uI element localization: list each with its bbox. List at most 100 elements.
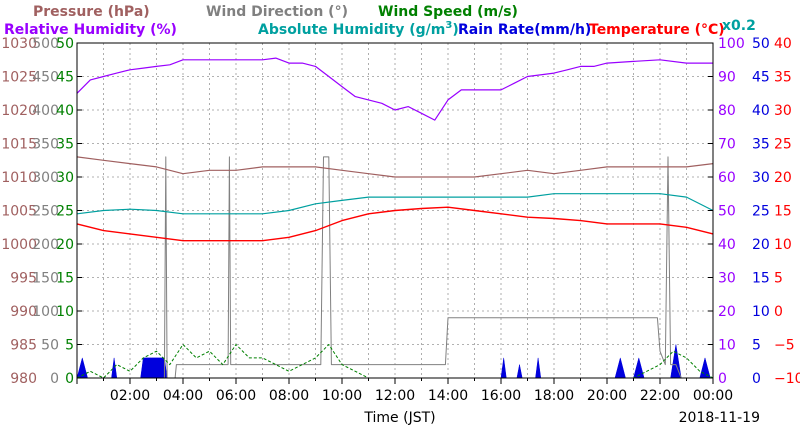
y-tick-label-wind-speed: 40 bbox=[56, 103, 74, 119]
x-tick-label: 02:00 bbox=[110, 388, 150, 404]
y-tick-label-temperature: 0 bbox=[774, 304, 783, 320]
grid bbox=[77, 43, 713, 378]
y-tick-label-rain-rate: 15 bbox=[752, 271, 770, 287]
legend-x02-text: x0.2 bbox=[722, 18, 756, 34]
y-tick-label-temperature: 30 bbox=[774, 103, 792, 119]
legend-absolute-humidity-sup: 3 bbox=[445, 20, 452, 31]
y-tick-label-rain-rate: 25 bbox=[752, 204, 770, 220]
x-tick-label: 22:00 bbox=[640, 388, 680, 404]
legend-relative-humidity-text: Relative Humidity (%) bbox=[4, 22, 177, 38]
y-tick-label-pressure: 1030 bbox=[1, 36, 37, 52]
legend-absolute-humidity-close: ) bbox=[452, 22, 458, 38]
series-wind-speed bbox=[76, 344, 714, 379]
y-tick-label-pressure: 980 bbox=[10, 371, 37, 387]
legend-pressure: Pressure (hPa) bbox=[33, 4, 150, 20]
y-tick-label-temperature: 40 bbox=[774, 36, 792, 52]
y-tick-label-wind-direction: 500 bbox=[32, 36, 59, 52]
chart-date: 2018-11-19 bbox=[679, 410, 760, 426]
y-tick-label-wind-direction: 50 bbox=[41, 338, 59, 354]
y-tick-label-relative-humidity: 90 bbox=[718, 70, 736, 86]
y-tick-label-wind-speed: 0 bbox=[65, 371, 74, 387]
y-tick-label-relative-humidity: 100 bbox=[718, 36, 745, 52]
x-tick-label: 12:00 bbox=[375, 388, 415, 404]
series-relative-humidity bbox=[76, 57, 713, 121]
y-tick-label-relative-humidity: 20 bbox=[718, 304, 736, 320]
y-tick-label-rain-rate: 40 bbox=[752, 103, 770, 119]
y-tick-label-temperature: 15 bbox=[774, 204, 792, 220]
y-tick-label-wind-direction: 150 bbox=[32, 271, 59, 287]
y-tick-label-temperature: 20 bbox=[774, 170, 792, 186]
legend-wind-direction-text: Wind Direction (°) bbox=[206, 4, 348, 20]
y-tick-label-pressure: 985 bbox=[10, 338, 37, 354]
x-tick-label: 10:00 bbox=[322, 388, 362, 404]
x-tick-label: 04:00 bbox=[163, 388, 203, 404]
series-temperature bbox=[76, 206, 714, 242]
legend-absolute-humidity-text: Absolute Humidity (g/m bbox=[258, 22, 445, 38]
legend-relative-humidity: Relative Humidity (%) bbox=[4, 22, 177, 38]
y-tick-label-temperature: 5 bbox=[774, 271, 783, 287]
y-tick-label-wind-direction: 400 bbox=[32, 103, 59, 119]
y-tick-label-rain-rate: 50 bbox=[752, 36, 770, 52]
x-axis: 02:00 04:00 06:00 08:00 10:00 12:00 14:00 16:00… bbox=[76, 378, 733, 404]
series-absolute-humidity bbox=[76, 193, 714, 215]
y-axes: 1030102510201015101010051000995990985980… bbox=[1, 36, 800, 387]
y-tick-label-rain-rate: 30 bbox=[752, 170, 770, 186]
legend-rain-rate-text: Rain Rate(mm/h) bbox=[458, 22, 591, 38]
y-tick-label-temperature: 25 bbox=[774, 137, 792, 153]
y-tick-label-pressure: 1020 bbox=[1, 103, 37, 119]
y-tick-label-pressure: 1000 bbox=[1, 237, 37, 253]
y-tick-label-temperature: −5 bbox=[774, 338, 795, 354]
y-tick-label-wind-direction: 300 bbox=[32, 170, 59, 186]
y-tick-label-relative-humidity: 40 bbox=[718, 237, 736, 253]
legend-temperature-text: Temperature (°C) bbox=[589, 22, 725, 38]
y-tick-label-relative-humidity: 80 bbox=[718, 103, 736, 119]
y-tick-label-relative-humidity: 30 bbox=[718, 271, 736, 287]
y-tick-label-rain-rate: 45 bbox=[752, 70, 770, 86]
x-tick-label: 14:00 bbox=[428, 388, 468, 404]
y-tick-label-wind-speed: 5 bbox=[65, 338, 74, 354]
y-tick-label-wind-speed: 50 bbox=[56, 36, 74, 52]
x-axis-label: Time (JST) bbox=[363, 410, 435, 426]
y-tick-label-relative-humidity: 70 bbox=[718, 137, 736, 153]
y-tick-label-temperature: −10 bbox=[774, 371, 800, 387]
y-tick-label-pressure: 1025 bbox=[1, 70, 37, 86]
y-tick-label-rain-rate: 0 bbox=[752, 371, 761, 387]
y-tick-label-rain-rate: 20 bbox=[752, 237, 770, 253]
legend: Pressure (hPa) Wind Direction (°) Wind S… bbox=[4, 4, 756, 38]
y-tick-label-wind-speed: 30 bbox=[56, 170, 74, 186]
y-tick-label-relative-humidity: 10 bbox=[718, 338, 736, 354]
y-tick-label-wind-speed: 35 bbox=[56, 137, 74, 153]
y-tick-label-wind-speed: 20 bbox=[56, 237, 74, 253]
y-tick-label-temperature: 35 bbox=[774, 70, 792, 86]
y-tick-label-rain-rate: 5 bbox=[752, 338, 761, 354]
y-tick-label-relative-humidity: 0 bbox=[718, 371, 727, 387]
y-tick-label-wind-speed: 45 bbox=[56, 70, 74, 86]
legend-absolute-humidity: Absolute Humidity (g/m3) bbox=[258, 20, 459, 38]
y-tick-label-temperature: 10 bbox=[774, 237, 792, 253]
legend-wind-direction: Wind Direction (°) bbox=[206, 4, 348, 20]
y-tick-label-pressure: 995 bbox=[10, 271, 37, 287]
legend-pressure-text: Pressure (hPa) bbox=[33, 4, 150, 20]
y-tick-label-wind-direction: 0 bbox=[50, 371, 59, 387]
series-pressure bbox=[76, 156, 714, 178]
x-tick-label: 06:00 bbox=[216, 388, 256, 404]
y-tick-label-wind-direction: 250 bbox=[32, 204, 59, 220]
y-tick-label-wind-direction: 450 bbox=[32, 70, 59, 86]
y-tick-label-wind-speed: 15 bbox=[56, 271, 74, 287]
legend-x02: x0.2 bbox=[722, 18, 756, 34]
y-tick-label-wind-speed: 25 bbox=[56, 204, 74, 220]
x-tick-label: 16:00 bbox=[481, 388, 521, 404]
legend-temperature: Temperature (°C) bbox=[589, 22, 725, 38]
y-tick-label-wind-direction: 200 bbox=[32, 237, 59, 253]
legend-wind-speed: Wind Speed (m/s) bbox=[378, 4, 518, 20]
x-tick-label: 08:00 bbox=[269, 388, 309, 404]
x-tick-label: 20:00 bbox=[587, 388, 627, 404]
y-tick-label-pressure: 1010 bbox=[1, 170, 37, 186]
y-tick-label-relative-humidity: 50 bbox=[718, 204, 736, 220]
y-tick-label-pressure: 990 bbox=[10, 304, 37, 320]
y-tick-label-wind-speed: 10 bbox=[56, 304, 74, 320]
legend-rain-rate: Rain Rate(mm/h) bbox=[458, 22, 591, 38]
y-tick-label-relative-humidity: 60 bbox=[718, 170, 736, 186]
y-tick-label-pressure: 1015 bbox=[1, 137, 37, 153]
